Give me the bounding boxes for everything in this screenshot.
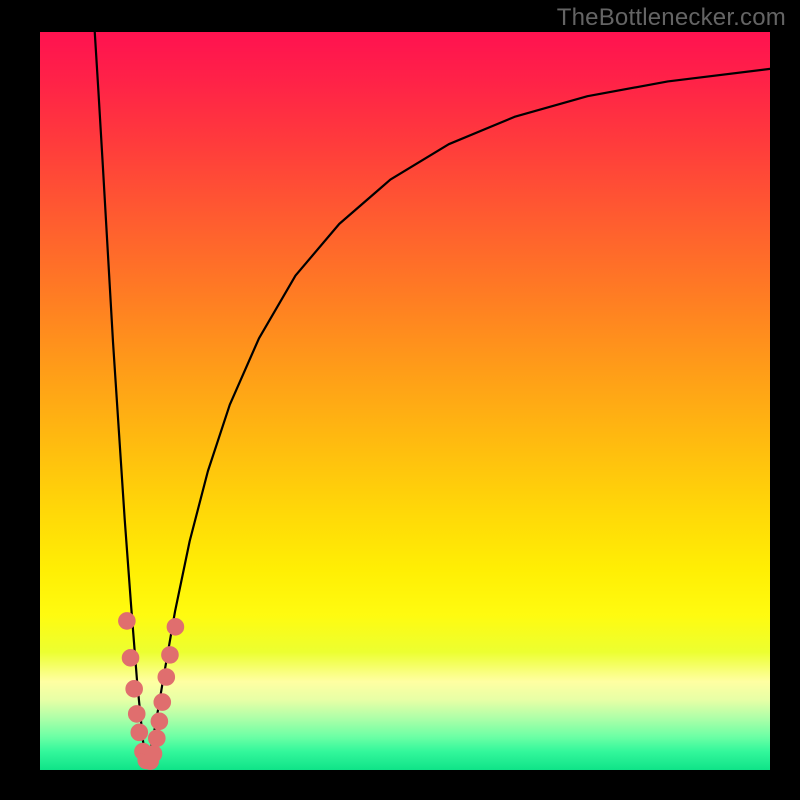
bottleneck-curve-chart [0, 0, 800, 800]
data-marker [122, 650, 139, 667]
chart-page: TheBottlenecker.com [0, 0, 800, 800]
data-marker [145, 745, 162, 762]
data-marker [149, 730, 166, 747]
data-marker [158, 669, 175, 686]
data-marker [151, 713, 168, 730]
data-marker [154, 694, 171, 711]
data-marker [126, 681, 143, 698]
data-marker [131, 724, 148, 741]
data-marker [119, 613, 136, 630]
data-marker [128, 706, 145, 723]
data-marker [167, 619, 184, 636]
chart-background [40, 32, 770, 770]
data-marker [162, 647, 179, 664]
